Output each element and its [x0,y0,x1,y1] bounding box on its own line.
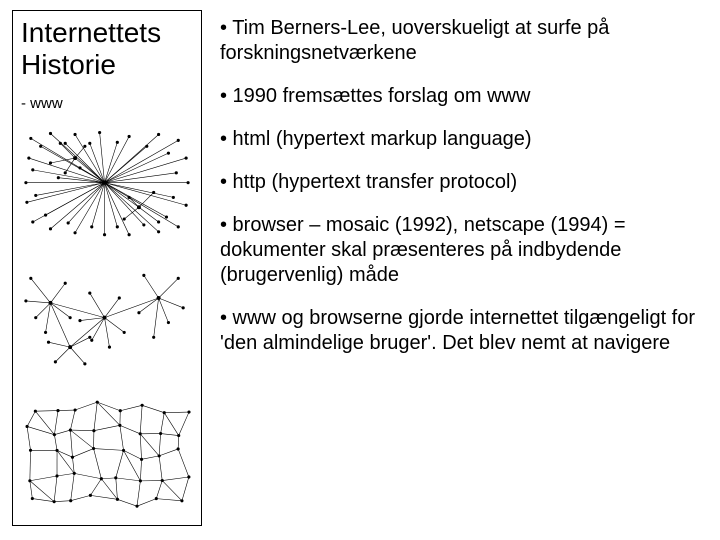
bullet-item: • 1990 fremsættes forslag om www [220,84,702,109]
right-column: • Tim Berners-Lee, uoverskueligt at surf… [202,10,706,526]
diagrams-container [21,118,193,517]
slide: Internettets Historie - www • Tim Berner… [0,0,720,540]
bullet-item: • html (hypertext markup language) [220,127,702,152]
page-title: Internettets Historie [21,17,193,81]
left-column: Internettets Historie - www [12,10,202,526]
diagram-mesh [21,391,193,517]
bullet-item: • browser – mosaic (1992), netscape (199… [220,213,702,288]
bullet-item: • www og browserne gjorde internettet ti… [220,306,702,356]
subtitle: - www [21,95,193,112]
bullet-item: • Tim Berners-Lee, uoverskueligt at surf… [220,16,702,66]
bullet-item: • http (hypertext transfer protocol) [220,170,702,195]
diagram-clusters [21,257,193,383]
diagram-star [21,122,193,248]
